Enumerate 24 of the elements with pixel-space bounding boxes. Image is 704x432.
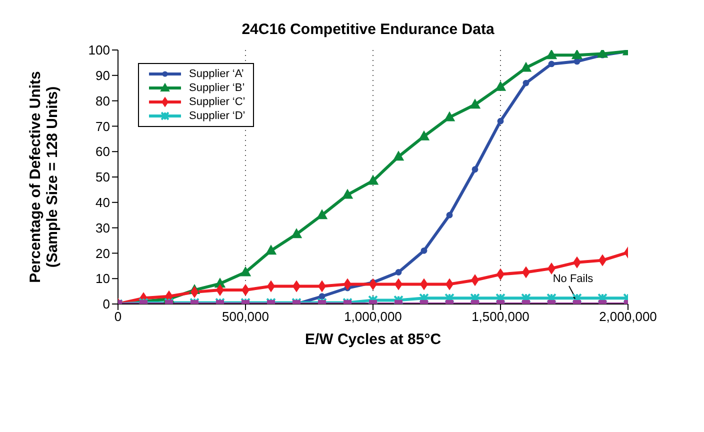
y-tick-label: 90 — [96, 68, 110, 84]
x-tick-label: 1,500,000 — [472, 309, 530, 324]
y-tick-label: 0 — [102, 296, 110, 312]
x-tick-label: 2,000,000 — [599, 309, 657, 324]
legend-label: Supplier ‘A’ — [189, 67, 244, 81]
y-tick-label: 100 — [88, 42, 110, 58]
x-tick-label: 500,000 — [222, 309, 269, 324]
y-tick-label: 80 — [96, 93, 110, 108]
y-tick-label: 20 — [96, 246, 110, 261]
y-tick-label: 30 — [96, 220, 110, 236]
y-tick-label: 10 — [96, 271, 110, 286]
y-tick-label: 60 — [96, 144, 110, 160]
y-tick-label: 70 — [96, 118, 110, 134]
legend-label: Supplier ‘C’ — [189, 95, 246, 109]
legend-label: Supplier ‘B’ — [189, 81, 245, 95]
x-tick-label: 1,000,000 — [344, 309, 402, 324]
y-tick-label: 50 — [96, 170, 110, 185]
chart-title: 24C16 Competitive Endurance Data — [242, 21, 495, 38]
x-axis-title: E/W Cycles at 85°C — [304, 331, 442, 348]
y-tick-label: 40 — [96, 195, 110, 210]
y-axis-title: Percentage of Defective Units (Sample Size = 128 Units) — [27, 71, 61, 283]
x-tick-label: 0 — [114, 309, 122, 324]
legend-label: Supplier ‘D’ — [189, 109, 246, 123]
annotation: No Fails — [552, 273, 594, 285]
